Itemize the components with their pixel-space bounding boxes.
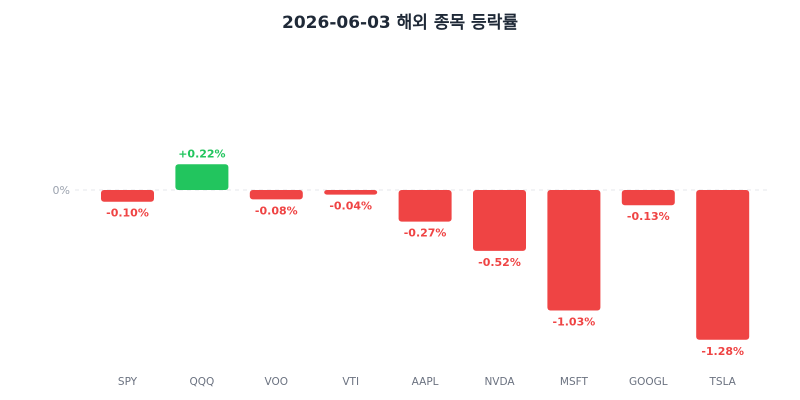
- value-label-qqq: +0.22%: [178, 147, 225, 160]
- bar-vti: [324, 190, 378, 195]
- value-label-googl: -0.13%: [627, 210, 670, 223]
- zero-axis-label: 0%: [53, 184, 70, 197]
- bar-nvda: [473, 190, 526, 251]
- bar-msft: [547, 190, 601, 311]
- bar-aapl: [398, 190, 452, 222]
- category-label-googl: GOOGL: [629, 376, 668, 388]
- category-label-vti: VTI: [342, 376, 359, 388]
- value-label-msft: -1.03%: [553, 316, 596, 329]
- category-label-spy: SPY: [118, 376, 138, 388]
- category-label-aapl: AAPL: [412, 376, 439, 388]
- category-label-nvda: NVDA: [484, 376, 515, 388]
- value-label-voo: -0.08%: [255, 204, 298, 217]
- category-label-qqq: QQQ: [190, 376, 215, 388]
- category-label-msft: MSFT: [560, 376, 589, 388]
- category-label-voo: VOO: [265, 376, 289, 388]
- bar-tsla: [696, 190, 750, 340]
- bar-googl: [621, 190, 675, 206]
- value-label-aapl: -0.27%: [404, 227, 447, 240]
- value-label-spy: -0.10%: [106, 207, 149, 220]
- chart-title: 2026-06-03 해외 종목 등락률: [282, 13, 518, 33]
- bar-spy: [101, 190, 154, 202]
- bar-qqq: [175, 164, 229, 190]
- value-label-nvda: -0.52%: [478, 256, 521, 269]
- category-label-tsla: TSLA: [709, 376, 737, 388]
- value-label-vti: -0.04%: [329, 200, 372, 213]
- value-label-tsla: -1.28%: [701, 345, 744, 358]
- bar-voo: [249, 190, 303, 200]
